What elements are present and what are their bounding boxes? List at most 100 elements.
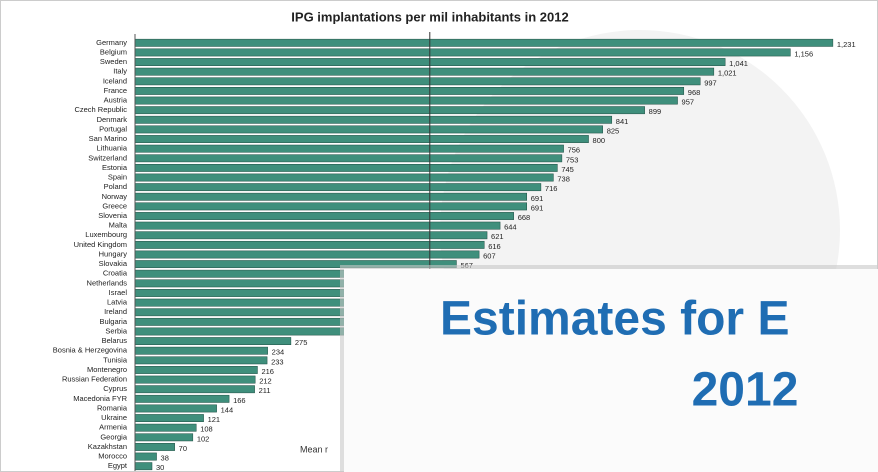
y-tick-label: Russian Federation bbox=[62, 375, 127, 384]
y-tick-label: Bosnia & Herzegovina bbox=[53, 346, 128, 355]
bar bbox=[134, 366, 258, 374]
bar bbox=[134, 106, 645, 115]
bar bbox=[134, 385, 255, 394]
plot: Germany 1,231 Belgium 1,156 Sweden 1,041 Italy… bbox=[53, 32, 856, 472]
y-tick-label: United Kingdom bbox=[74, 240, 127, 249]
data-label: 108 bbox=[200, 425, 213, 434]
data-label: 997 bbox=[704, 78, 717, 87]
bar bbox=[134, 462, 153, 471]
y-tick-label: Malta bbox=[109, 221, 128, 230]
data-label: 166 bbox=[233, 396, 246, 405]
bar bbox=[134, 327, 363, 336]
bar bbox=[134, 202, 527, 211]
bar bbox=[134, 240, 485, 249]
y-tick-label: Sweden bbox=[100, 57, 127, 66]
y-tick-label: Egypt bbox=[108, 461, 128, 470]
bar bbox=[134, 48, 791, 57]
data-label: 616 bbox=[488, 242, 501, 251]
y-tick-label: Estonia bbox=[102, 163, 128, 172]
y-tick-label: Lithuania bbox=[97, 144, 128, 153]
bar bbox=[134, 394, 230, 403]
overlay-box bbox=[344, 269, 878, 472]
bar bbox=[134, 96, 678, 105]
y-tick-label: Denmark bbox=[97, 115, 128, 124]
y-tick-label: Ukraine bbox=[101, 413, 127, 422]
data-label: 144 bbox=[221, 405, 234, 414]
data-label: 825 bbox=[607, 126, 620, 135]
bar bbox=[134, 346, 268, 355]
data-label: 899 bbox=[649, 107, 662, 116]
bar bbox=[134, 404, 217, 413]
data-label: 691 bbox=[531, 203, 544, 212]
bar bbox=[134, 452, 157, 461]
data-label: 691 bbox=[531, 194, 544, 203]
data-label: 212 bbox=[259, 377, 272, 386]
y-tick-label: Morocco bbox=[98, 452, 127, 461]
y-tick-label: Hungary bbox=[99, 249, 128, 258]
bar bbox=[134, 443, 175, 451]
y-tick-label: Greece bbox=[102, 201, 127, 210]
data-label: 275 bbox=[295, 338, 308, 347]
data-label: 38 bbox=[161, 454, 169, 463]
overlay: Estimates for E 2012 bbox=[340, 265, 878, 472]
data-label: 211 bbox=[259, 386, 271, 395]
bar bbox=[134, 144, 564, 153]
data-label: 841 bbox=[616, 117, 629, 126]
y-tick-label: San Marino bbox=[89, 134, 127, 143]
y-tick-label: Portugal bbox=[99, 124, 127, 133]
y-tick-label: Germany bbox=[96, 38, 127, 47]
y-tick-label: Slovenia bbox=[98, 211, 128, 220]
bar bbox=[134, 212, 514, 220]
y-tick-label: Slovakia bbox=[99, 259, 128, 268]
bar bbox=[134, 221, 501, 230]
y-tick-label: Bulgaria bbox=[99, 317, 127, 326]
data-label: 644 bbox=[504, 223, 517, 232]
data-label: 756 bbox=[568, 146, 581, 155]
data-label: 745 bbox=[561, 165, 574, 174]
bar bbox=[134, 125, 603, 134]
data-label: 1,231 bbox=[837, 40, 856, 49]
y-tick-label: Norway bbox=[102, 192, 128, 201]
bar bbox=[134, 433, 194, 442]
bar bbox=[134, 77, 701, 86]
y-tick-label: Belgium bbox=[100, 47, 127, 56]
y-tick-label: Latvia bbox=[107, 298, 128, 307]
bar bbox=[134, 163, 558, 172]
data-label: 216 bbox=[261, 367, 274, 376]
y-tick-label: Serbia bbox=[105, 326, 128, 335]
bar bbox=[134, 414, 204, 422]
data-label: 738 bbox=[557, 175, 570, 184]
data-label: 621 bbox=[491, 232, 504, 241]
y-tick-label: Croatia bbox=[103, 269, 128, 278]
bar bbox=[134, 38, 834, 47]
bar bbox=[134, 173, 554, 182]
data-label: 968 bbox=[688, 88, 701, 97]
y-tick-label: Poland bbox=[104, 182, 127, 191]
data-label: 234 bbox=[272, 348, 285, 357]
data-label: 233 bbox=[271, 357, 284, 366]
bar bbox=[134, 135, 589, 143]
y-tick-label: Spain bbox=[108, 173, 127, 182]
y-tick-label: Italy bbox=[113, 67, 127, 76]
data-label: 1,041 bbox=[729, 59, 748, 68]
bar bbox=[134, 154, 563, 163]
bar bbox=[134, 87, 685, 95]
data-label: 957 bbox=[682, 98, 695, 107]
y-tick-label: Armenia bbox=[99, 423, 128, 432]
chart-title: IPG implantations per mil inhabitants in… bbox=[291, 9, 568, 24]
y-tick-label: Cyprus bbox=[103, 384, 127, 393]
data-label: 70 bbox=[179, 444, 187, 453]
data-label: 716 bbox=[545, 184, 558, 193]
y-tick-label: Montenegro bbox=[87, 365, 127, 374]
data-label: 800 bbox=[593, 136, 606, 145]
data-label: 1,156 bbox=[794, 49, 813, 58]
y-tick-label: Czech Republic bbox=[74, 105, 127, 114]
y-tick-label: Belarus bbox=[102, 336, 128, 345]
bar bbox=[134, 356, 268, 365]
bar bbox=[134, 375, 256, 384]
bar bbox=[134, 67, 715, 76]
y-tick-label: Netherlands bbox=[87, 278, 128, 287]
y-tick-label: Georgia bbox=[100, 432, 128, 441]
data-label: 668 bbox=[518, 213, 531, 222]
